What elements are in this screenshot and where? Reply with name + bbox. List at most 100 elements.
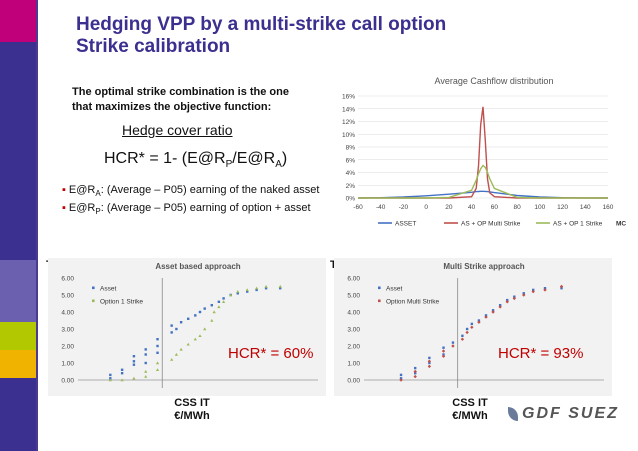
data-point — [506, 298, 509, 302]
data-point — [399, 373, 403, 377]
x-tick-label: -40 — [376, 204, 386, 211]
data-point — [132, 376, 136, 380]
data-point — [414, 366, 417, 370]
y-tick-label: 1.00 — [61, 361, 74, 368]
y-tick-label: 3.00 — [347, 327, 360, 334]
data-point — [203, 307, 206, 310]
cashflow-distribution-chart: Average Cashflow distribution 0% 2% 4% 6% 8%… — [342, 76, 626, 228]
data-point — [175, 327, 178, 331]
data-point — [222, 297, 225, 300]
y-tick-label: 8% — [346, 145, 356, 152]
hedge-cover-ratio-heading: Hedge cover ratio — [122, 122, 233, 138]
formula-part: /E@R — [232, 150, 276, 167]
series-line-as-op-multi-strike — [358, 106, 608, 199]
x-tick-label: -20 — [399, 204, 409, 211]
bar-segment-magenta — [0, 0, 36, 42]
formula-sub: A — [275, 159, 282, 171]
data-point — [264, 287, 268, 290]
y-tick-label: 0% — [346, 196, 356, 203]
chart-title: Average Cashflow distribution — [435, 76, 554, 86]
x-tick-label: 160 — [603, 204, 614, 211]
data-point — [560, 287, 563, 290]
plot-background — [48, 258, 326, 396]
legend-marker — [92, 286, 95, 290]
data-point — [170, 331, 173, 334]
data-point — [442, 353, 445, 356]
legend-label: Asset — [100, 286, 116, 293]
formula-sub: P — [225, 159, 233, 171]
x-tick-label: 140 — [580, 204, 591, 211]
data-point — [120, 368, 124, 371]
data-point — [155, 361, 160, 365]
legend-label: AS + OP Multi Strike — [461, 221, 521, 228]
data-point — [428, 356, 431, 360]
x-unit-label-right: CSS IT €/MWh — [452, 397, 488, 422]
data-point — [470, 322, 474, 326]
legend-marker — [378, 299, 381, 303]
data-point — [120, 378, 124, 382]
data-point — [132, 360, 136, 363]
page-title: Hedging VPP by a multi-strike call optio… — [76, 14, 446, 58]
bar-segment-yellow — [0, 350, 36, 378]
data-point — [513, 295, 516, 298]
formula-part: ) — [281, 150, 288, 167]
y-tick-label: 5.00 — [61, 293, 74, 300]
bar-segment-dark — [0, 378, 36, 451]
definition-item: E@RA: (Average – P05) earning of the nak… — [62, 183, 320, 201]
data-point — [461, 334, 464, 337]
x-tick-label: 100 — [534, 204, 545, 211]
y-tick-label: 10% — [342, 132, 355, 139]
asset-based-scatter: Asset based approach 0.00 1.00 2.00 3.00 4.00… — [48, 258, 326, 396]
data-point — [255, 286, 259, 290]
data-point — [498, 304, 502, 307]
legend-marker — [378, 286, 381, 290]
definition-list: E@RA: (Average – P05) earning of the nak… — [62, 183, 320, 219]
data-point — [236, 292, 239, 295]
x-tick-label: -60 — [353, 204, 363, 211]
data-point — [179, 321, 183, 324]
data-point — [399, 377, 403, 380]
series-line-as-op-1-strike — [358, 164, 608, 199]
formula-part: HCR* = 1- (E@R — [104, 150, 226, 167]
y-tick-label: 3.00 — [61, 327, 74, 334]
data-point — [236, 290, 240, 293]
data-point — [144, 361, 147, 365]
y-tick-label: 4.00 — [61, 310, 74, 317]
y-tick-label: 6.00 — [61, 276, 74, 283]
y-tick-label: 2.00 — [347, 344, 360, 351]
data-point — [194, 314, 197, 317]
y-tick-label: 4.00 — [347, 310, 360, 317]
legend-label: Asset — [386, 286, 402, 293]
data-point — [132, 355, 136, 358]
legend-label: AS + OP 1 Strike — [553, 221, 603, 228]
legend-label: Option Multi Strike — [386, 299, 439, 306]
definition-item: E@RP: (Average – P05) earning of option … — [62, 201, 319, 219]
y-tick-label: 0.00 — [347, 378, 360, 385]
legend-label: ASSET — [395, 221, 416, 228]
x-tick-label: 0 — [424, 204, 428, 211]
data-point — [427, 359, 432, 363]
legend-label: Option 1 Strike — [100, 299, 143, 306]
y-tick-label: 2.00 — [61, 344, 74, 351]
data-point — [477, 319, 481, 322]
title-line-2: Strike calibration — [76, 36, 231, 57]
x-tick-label: 40 — [468, 204, 476, 211]
data-point — [198, 334, 202, 337]
legend-marker — [92, 299, 95, 303]
y-tick-label: 1.00 — [347, 361, 360, 368]
data-point — [414, 372, 417, 375]
objective-description: The optimal strike combination is the on… — [72, 86, 289, 113]
data-point — [246, 290, 249, 293]
data-point — [210, 304, 213, 307]
divider-line — [36, 0, 38, 451]
data-point — [428, 361, 431, 365]
left-color-bar — [0, 0, 36, 451]
bar-segment-lavender — [0, 260, 36, 322]
data-point — [465, 327, 469, 331]
data-point — [543, 287, 547, 290]
y-tick-label: 0.00 — [61, 378, 74, 385]
y-tick-label: 4% — [346, 170, 356, 177]
bar-segment-green — [0, 322, 36, 350]
data-point — [156, 338, 159, 341]
data-point — [255, 288, 258, 292]
